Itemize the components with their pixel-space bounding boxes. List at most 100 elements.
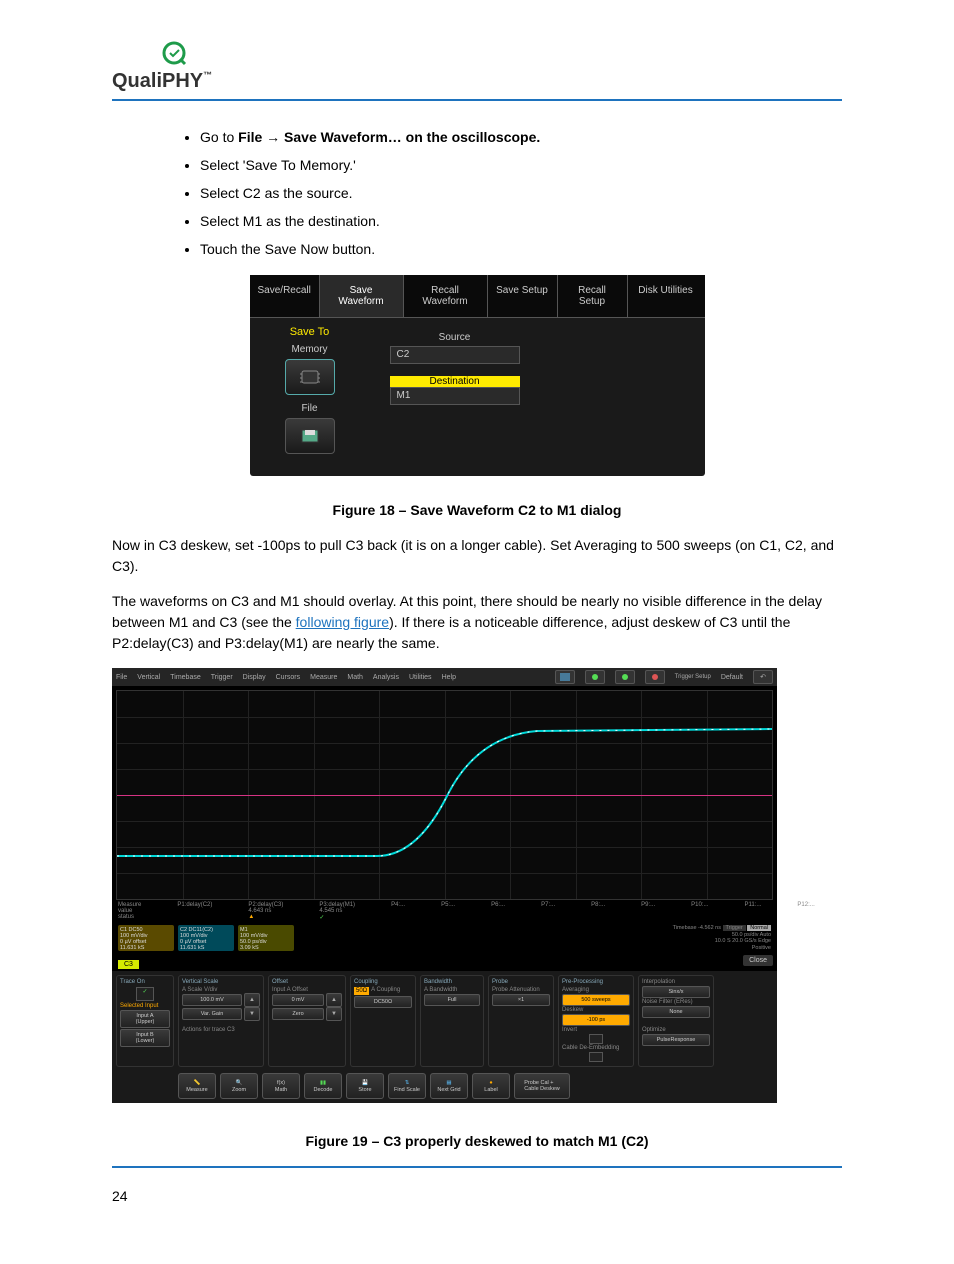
probe-val[interactable]: ×1 bbox=[492, 994, 550, 1006]
scope-grid bbox=[116, 690, 773, 900]
coupling-title: Coupling bbox=[354, 979, 412, 985]
chip-c1[interactable]: C1 DC50 100 mV/div 0 µV offset 11.631 kS bbox=[118, 925, 174, 951]
tab-disk-utilities[interactable]: Disk Utilities bbox=[628, 275, 704, 317]
destination-field[interactable]: M1 bbox=[390, 387, 520, 405]
menu-file[interactable]: File bbox=[116, 674, 127, 681]
default-button[interactable]: Default bbox=[721, 674, 743, 681]
p4: P4:... bbox=[391, 902, 405, 921]
pulse-response[interactable]: PulseResponse bbox=[642, 1034, 710, 1046]
decode-icon: ▮▮ bbox=[320, 1080, 326, 1086]
sinx-button[interactable]: Sinx/x bbox=[642, 986, 710, 998]
trace-on-check[interactable]: ✓ bbox=[136, 987, 154, 1001]
p12: P12:... bbox=[797, 902, 814, 921]
bullet-5: Touch the Save Now button. bbox=[200, 241, 842, 257]
chip-m1[interactable]: M1 100 mV/div 50.0 ps/div 3.09 kS bbox=[238, 925, 294, 951]
tb-label[interactable]: ●Label bbox=[472, 1073, 510, 1099]
menu-display[interactable]: Display bbox=[243, 674, 266, 681]
menu-cursors[interactable]: Cursors bbox=[276, 674, 301, 681]
sr-left: Save To Memory File bbox=[260, 326, 360, 462]
cde-check[interactable] bbox=[589, 1052, 603, 1062]
tb-l1: Timebase -4.562 ns bbox=[673, 925, 721, 931]
offset-value[interactable]: 0 mV bbox=[272, 994, 324, 1006]
zoom-icon: 🔍 bbox=[236, 1080, 243, 1086]
find-icon: ⇅ bbox=[405, 1080, 410, 1086]
tb-probe-cal[interactable]: Probe Cal + Cable Deskew bbox=[514, 1073, 570, 1099]
col-offset: Offset Input A Offset 0 mV ▲ Zero ▼ bbox=[268, 975, 346, 1067]
source-field[interactable]: C2 bbox=[390, 346, 520, 364]
bw-title: Bandwidth bbox=[424, 979, 480, 985]
logo-tm: ™ bbox=[203, 70, 212, 80]
tb-next[interactable]: ▦Next Grid bbox=[430, 1073, 468, 1099]
input-a-button[interactable]: Input A (Upper) bbox=[120, 1010, 170, 1028]
measure-row: Measure value status P1:delay(C2) P2:del… bbox=[112, 900, 777, 923]
zero-button[interactable]: Zero bbox=[272, 1008, 324, 1020]
trace-on-title: Trace On bbox=[120, 979, 170, 985]
bullet-list: Go to File → Save Waveform… on the oscil… bbox=[200, 129, 842, 257]
sr-right: Source C2 Destination M1 bbox=[360, 326, 695, 462]
tb-math[interactable]: f(x)Math bbox=[262, 1073, 300, 1099]
tab-recall-setup[interactable]: Recall Setup bbox=[558, 275, 628, 317]
tab-save-waveform[interactable]: Save Waveform bbox=[320, 275, 404, 317]
tab-recall-waveform[interactable]: Recall Waveform bbox=[404, 275, 488, 317]
bw-full[interactable]: Full bbox=[424, 994, 480, 1006]
p10: P10:... bbox=[691, 902, 708, 921]
menu-timebase[interactable]: Timebase bbox=[170, 674, 200, 681]
menu-trigger[interactable]: Trigger bbox=[211, 674, 233, 681]
menu-help[interactable]: Help bbox=[442, 674, 456, 681]
probe-att-label: Probe Attenuation bbox=[492, 987, 550, 993]
measure-icon: 📏 bbox=[194, 1080, 201, 1086]
menu-analysis[interactable]: Analysis bbox=[373, 674, 399, 681]
tb-store[interactable]: 💾Store bbox=[346, 1073, 384, 1099]
tb-zoom[interactable]: 🔍Zoom bbox=[220, 1073, 258, 1099]
undo-icon[interactable]: ↶ bbox=[753, 670, 773, 684]
ascale-value[interactable]: 100.0 mV bbox=[182, 994, 242, 1006]
c3-chip[interactable]: C3 bbox=[118, 960, 139, 969]
chip-icon bbox=[298, 368, 322, 386]
paragraph-1: Now in C3 deskew, set -100ps to pull C3 … bbox=[112, 535, 842, 577]
var-gain[interactable]: Var. Gain bbox=[182, 1008, 242, 1020]
offset-up-icon[interactable]: ▲ bbox=[326, 993, 342, 1007]
tb-measure[interactable]: 📏Measure bbox=[178, 1073, 216, 1099]
memory-button[interactable] bbox=[285, 359, 335, 395]
toolbar-icon-4[interactable] bbox=[645, 670, 665, 684]
tb-find[interactable]: ⇅Find Scale bbox=[388, 1073, 426, 1099]
status-label: status bbox=[118, 914, 141, 920]
menu-measure[interactable]: Measure bbox=[310, 674, 337, 681]
sweeps-val[interactable]: 500 sweeps bbox=[562, 994, 630, 1006]
input-b-button[interactable]: Input B (Lower) bbox=[120, 1029, 170, 1047]
menu-utilities[interactable]: Utilities bbox=[409, 674, 432, 681]
toolbar-icon-1[interactable] bbox=[555, 670, 575, 684]
tab-save-setup[interactable]: Save Setup bbox=[488, 275, 558, 317]
memory-label: Memory bbox=[260, 344, 360, 355]
fx-icon: f(x) bbox=[277, 1080, 285, 1086]
50ohm-badge: 50Ω bbox=[354, 987, 369, 995]
chip-c2[interactable]: C2 DC11(C2) 100 mV/div 0 µV offset 11.63… bbox=[178, 925, 234, 951]
dc50-button[interactable]: DC50Ω bbox=[354, 996, 412, 1008]
sr-body: Save To Memory File Source C2 Destinatio… bbox=[250, 318, 705, 476]
tab-save-recall[interactable]: Save/Recall bbox=[250, 275, 320, 317]
bullet-2: Select 'Save To Memory.' bbox=[200, 157, 842, 173]
close-button[interactable]: Close bbox=[743, 955, 773, 966]
bullet-1: Go to File → Save Waveform… on the oscil… bbox=[200, 129, 842, 145]
menu-vertical[interactable]: Vertical bbox=[137, 674, 160, 681]
offset-title: Offset bbox=[272, 979, 342, 985]
file-button[interactable] bbox=[285, 418, 335, 454]
toolbar-icon-2[interactable] bbox=[585, 670, 605, 684]
toolbar-icon-3[interactable] bbox=[615, 670, 635, 684]
avg-label: Averaging bbox=[562, 987, 630, 993]
nf-none[interactable]: None bbox=[642, 1006, 710, 1018]
para2-link[interactable]: following figure bbox=[296, 614, 389, 630]
invert-check[interactable] bbox=[589, 1034, 603, 1044]
save-recall-dialog: Save/Recall Save Waveform Recall Wavefor… bbox=[250, 275, 705, 476]
up-icon[interactable]: ▲ bbox=[244, 993, 260, 1007]
down-icon[interactable]: ▼ bbox=[244, 1007, 260, 1021]
deskew-val[interactable]: -100 ps bbox=[562, 1014, 630, 1026]
menu-math[interactable]: Math bbox=[347, 674, 363, 681]
offset-down-icon[interactable]: ▼ bbox=[326, 1007, 342, 1021]
channel-chips: C1 DC50 100 mV/div 0 µV offset 11.631 kS… bbox=[112, 923, 777, 953]
trigger-setup-button[interactable]: Trigger Setup bbox=[675, 674, 711, 680]
col-vscale: Vertical Scale A Scale V/div 100.0 mV ▲ … bbox=[178, 975, 264, 1067]
acoupling-label: A Coupling bbox=[371, 987, 400, 995]
tb-decode[interactable]: ▮▮Decode bbox=[304, 1073, 342, 1099]
save-to-label: Save To bbox=[260, 326, 360, 338]
